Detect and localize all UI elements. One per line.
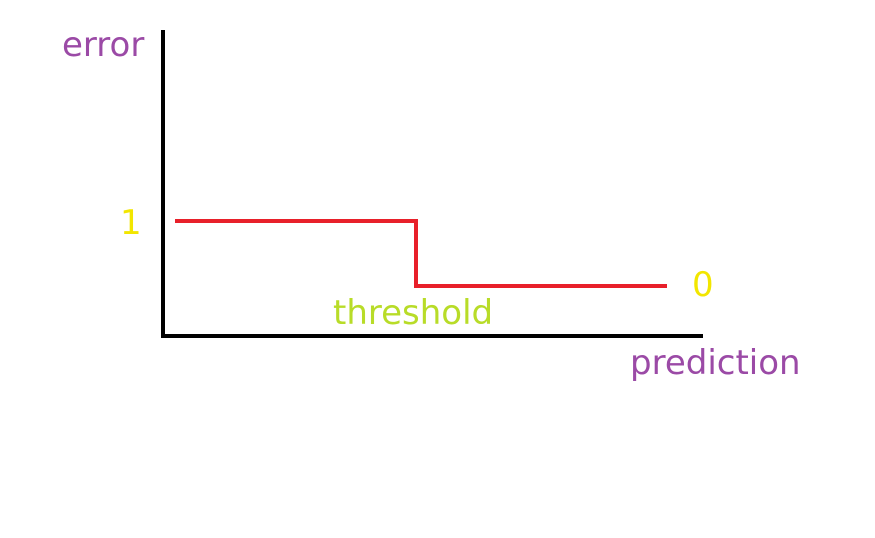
x-axis-label: prediction bbox=[630, 343, 801, 383]
threshold-label: threshold bbox=[333, 293, 494, 333]
step-function-line bbox=[175, 219, 667, 288]
y-axis-label: error bbox=[62, 25, 145, 65]
high-level-label: 1 bbox=[120, 203, 142, 243]
low-level-label: 0 bbox=[692, 265, 714, 305]
